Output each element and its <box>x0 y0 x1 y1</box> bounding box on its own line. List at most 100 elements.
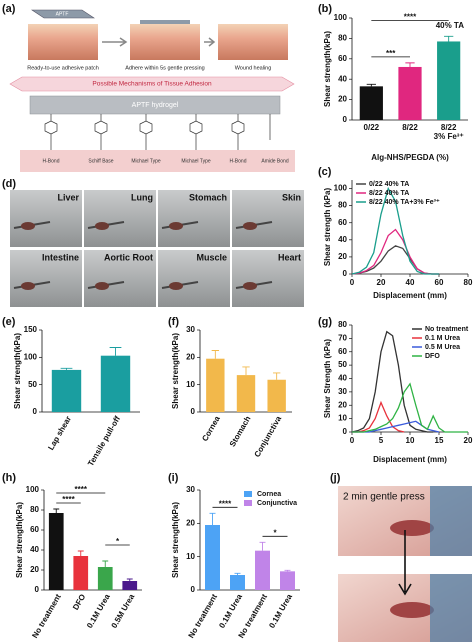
bar <box>255 550 270 590</box>
error-bar <box>209 512 216 525</box>
y-axis-title: Shear strength(kPa) <box>171 333 180 409</box>
banner <box>9 76 295 92</box>
glove <box>430 486 472 556</box>
y-tick-label: 20 <box>186 518 195 527</box>
y-tick-label: 30 <box>186 485 195 494</box>
skin-illustration <box>130 24 200 60</box>
panel-label: (j) <box>330 472 341 484</box>
x-tick-label: 0 <box>350 436 355 445</box>
tissue-sample <box>243 282 257 290</box>
photo <box>84 190 156 247</box>
error-bar-line <box>234 572 241 575</box>
photo <box>84 250 156 307</box>
y-axis-title: Shear strength(kPa) <box>13 333 22 409</box>
error-bar-line <box>242 366 250 376</box>
skin-illustration <box>218 24 288 60</box>
tissue-label: Skin <box>282 192 301 202</box>
tissue-sample <box>169 282 183 290</box>
x-tick-label: 8/22 <box>402 123 418 132</box>
eye <box>390 602 434 618</box>
error-bar-line <box>284 569 291 572</box>
y-tick-label: 80 <box>338 320 347 329</box>
x-tick-label: 20 <box>464 436 473 445</box>
error-bar-line <box>259 541 266 551</box>
y-tick-label: 150 <box>24 325 38 334</box>
panel-label: (c) <box>318 166 332 178</box>
arrow <box>204 37 216 47</box>
y-tick-label: 70 <box>338 333 347 342</box>
error-bar <box>284 569 291 572</box>
step-caption: Adhere within 5s gentle pressing <box>125 65 205 71</box>
panel-label: (b) <box>318 3 332 15</box>
tissue-label: Lung <box>131 192 153 202</box>
line <box>351 330 434 433</box>
y-tick-label: 60 <box>30 525 39 534</box>
bar <box>100 355 131 412</box>
x-tick-label: 0.1M Urea <box>217 592 244 630</box>
error-bar-line <box>102 560 109 567</box>
glove <box>430 574 472 642</box>
tissue-label: Muscle <box>196 252 227 262</box>
bond-label: H-Bond <box>230 158 247 164</box>
tissue-sample <box>95 282 109 290</box>
y-tick-label: 30 <box>338 387 347 396</box>
bar <box>122 581 138 590</box>
y-tick-label: 60 <box>338 54 347 63</box>
error-bar-line <box>366 83 376 87</box>
tissue-sample <box>95 222 109 230</box>
y-axis-title: Shear strength(kPa) <box>323 31 332 107</box>
y-tick-label: 0 <box>191 407 196 416</box>
hydrogel-label: APTF hydrogel <box>132 102 179 109</box>
panel-label: (i) <box>168 472 179 484</box>
y-tick-label: 10 <box>186 552 195 561</box>
y-tick-label: 30 <box>186 325 195 334</box>
x-tick-label: 0.1M Urea <box>85 592 112 630</box>
legend-label: 8/22 40% TA <box>369 190 409 197</box>
y-tick-label: 0 <box>343 115 348 124</box>
x-axis-title: Displacement (mm) <box>373 291 447 300</box>
x-axis-title: Alg-NHS/PEGDA (%) <box>371 153 449 162</box>
chart: (i) 0 10 20 30 Shear strength(kPa) No treatmen… <box>168 472 300 640</box>
chart: (f) 0 10 20 30 Shear strength(kPa) Cornea Stoma… <box>168 316 292 459</box>
legend-label: DFO <box>425 353 440 360</box>
panel-label: (e) <box>2 316 16 328</box>
patch-label: APTF <box>56 11 69 17</box>
arrow <box>102 37 128 47</box>
error-bar-line <box>209 512 216 525</box>
y-tick-label: 50 <box>338 360 347 369</box>
photo <box>158 190 230 247</box>
error-bar-line <box>405 62 415 67</box>
panel-d: (d) Liver Lung Stomach Skin Intestine Aortic … <box>2 178 304 307</box>
x-tick-label: Lap shear <box>46 415 73 452</box>
y-tick-label: 20 <box>186 352 195 361</box>
panel-j: (j) 2 min gentle press <box>330 472 472 642</box>
y-tick-label: 20 <box>338 95 347 104</box>
error-bar-line <box>77 550 84 556</box>
bond-label: H-Bond <box>43 158 60 164</box>
photo <box>10 190 82 247</box>
patch <box>140 20 190 24</box>
x-tick-label: 0.5M Urea <box>110 592 137 630</box>
bar <box>437 41 461 120</box>
photo <box>10 250 82 307</box>
tissue-label: Stomach <box>189 192 227 202</box>
error-bar <box>242 366 250 376</box>
hydrogel <box>29 95 281 115</box>
x-tick-label: 8/22 3% Fe³⁺ <box>434 123 464 141</box>
error-bar-line <box>53 508 60 513</box>
x-axis-title: Displacement (mm) <box>373 455 447 464</box>
error-bar <box>405 62 415 67</box>
y-tick-label: 0 <box>343 269 348 278</box>
bond-label: Michael Type <box>131 158 161 164</box>
error-bar <box>60 367 73 370</box>
y-tick-label: 80 <box>30 505 39 514</box>
x-tick-label: 0.1M Urea <box>267 592 294 630</box>
y-tick-label: 40 <box>338 235 347 244</box>
legend-label: Cornea <box>257 491 281 498</box>
photo <box>232 250 304 307</box>
y-tick-label: 40 <box>338 374 347 383</box>
significance-label: * <box>116 537 120 546</box>
